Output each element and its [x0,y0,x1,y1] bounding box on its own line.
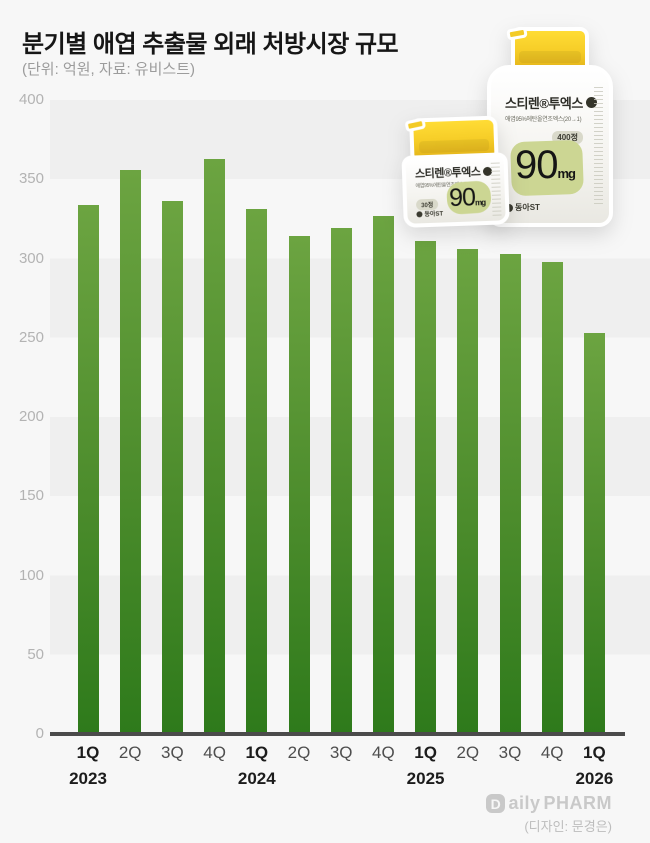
dose-number: 90 [515,143,558,187]
bar-1Q-4 [246,209,268,734]
bar-1Q-8 [415,241,437,734]
y-axis-tick: 50 [27,645,44,663]
y-axis-tick: 350 [18,170,44,188]
company-mark-icon [416,210,423,217]
cap-flip-tab-icon [506,26,528,41]
x-tick-quarter: 1Q [414,743,437,762]
bar-4Q-11 [541,261,563,734]
dose-number: 90 [448,183,476,213]
x-axis-labels: 1Q 2Q 3Q 4Q 1Q 2Q 3Q 4Q 1Q 2Q 3Q 4Q 1Q 2023 2024 2025 20… [50,743,625,795]
y-axis-tick: 100 [18,566,44,584]
cap-lip [418,138,490,153]
company-name: 동아ST [515,203,540,212]
x-tick-quarter: 3Q [498,743,522,762]
brand-name: 스티렌®투엑스 [505,96,583,111]
dose-text: 90mg [449,183,486,213]
x-tick-quarter: 2Q [118,743,142,762]
brand-row: 스티렌®투엑스 [415,163,497,182]
x-tick-quarter: 4Q [203,743,226,762]
x-tick-quarter: 2Q [287,743,311,762]
bottle-body: 스티렌®투엑스 애엽95%에탄올연조엑스(20→1) 30정 90mg 동아ST [401,152,510,228]
design-credit: (디자인: 문경은) [524,819,612,834]
cap-flip-tab-icon [404,117,427,133]
ingredient-text: 애엽95%에탄올연조엑스(20→1) [505,117,582,123]
plot-area [50,100,625,734]
company-logo: 동아ST [416,209,443,219]
x-tick-year: 2025 [406,769,445,788]
bar-2Q-5 [288,236,310,734]
dose-unit: mg [557,166,576,181]
y-axis-tick: 200 [18,408,44,425]
company-name: 동아ST [424,211,444,219]
bar-2Q-1 [119,169,141,734]
x-axis-line [50,732,625,736]
dose-text: 90mg [515,143,576,188]
bar-1Q-0 [77,204,99,734]
x-tick-quarter: 4Q [372,743,395,762]
page-title: 분기별 애엽 추출물 외래 처방시장 규모 [22,31,399,58]
x-tick-quarter: 4Q [540,743,564,762]
label-side-text [594,87,603,207]
x-tick-quarter: 2Q [456,743,480,762]
x-tick-quarter: 3Q [161,743,184,762]
product-bottle-small: 스티렌®투엑스 애엽95%에탄올연조엑스(20→1) 30정 90mg 동아ST [400,115,514,229]
bottle-cap-icon [506,26,589,71]
bar-4Q-3 [204,158,226,734]
x-tick-quarter: 1Q [583,743,606,762]
y-axis-tick: 150 [18,487,44,505]
y-axis-tick: 400 [18,91,44,108]
dose-unit: mg [474,198,486,208]
label-side-text [490,162,502,219]
x-tick-year: 2024 [237,769,276,788]
dailypharm-mark-icon: D [486,794,506,813]
cap-lip [519,51,581,64]
bar-2Q-9 [457,249,479,734]
brand-name: 스티렌®투엑스 [414,166,481,181]
bar-3Q-6 [330,228,352,734]
logo-text-aily: aily [508,793,541,813]
x-tick-year: 2023 [69,769,107,788]
bar-3Q-10 [499,253,521,734]
x-tick-year: 2026 [575,769,614,788]
bar-4Q-7 [372,215,394,734]
brand-badge-icon [585,97,597,108]
product-bottle-large: 스티렌®투엑스 애엽95%에탄올연조엑스(20→1) 400정 90mg 동아S… [487,26,613,227]
bar-3Q-2 [161,201,183,734]
y-axis-tick: 0 [35,725,44,742]
x-tick-quarter: 1Q [245,743,269,762]
x-tick-quarter: 3Q [329,743,353,762]
bar-1Q-12 [583,333,605,734]
x-tick-quarter: 1Q [76,743,100,762]
page-subtitle: (단위: 억원, 자료: 유비스트) [22,61,195,78]
y-axis-tick: 250 [18,328,44,346]
y-axis-tick: 300 [18,249,44,267]
brand-row: 스티렌®투엑스 [505,93,597,112]
logo-text-pharm: PHARM [543,793,612,813]
